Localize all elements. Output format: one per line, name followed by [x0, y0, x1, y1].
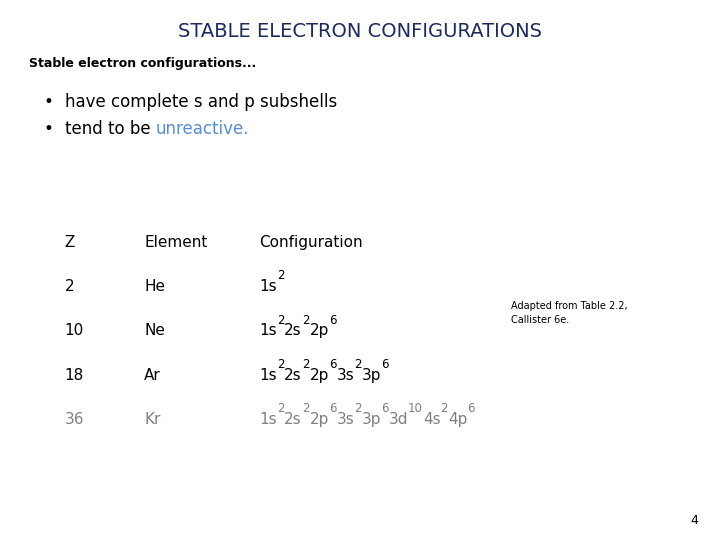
Text: 6: 6 — [467, 402, 475, 415]
Text: 6: 6 — [381, 358, 389, 371]
Text: 4s: 4s — [423, 412, 441, 427]
Text: 10: 10 — [65, 323, 84, 339]
Text: 2: 2 — [276, 314, 284, 327]
Text: 2: 2 — [302, 358, 310, 371]
Text: 36: 36 — [65, 412, 84, 427]
Text: 2: 2 — [441, 402, 448, 415]
Text: 2: 2 — [354, 358, 361, 371]
Text: 1s: 1s — [259, 323, 276, 339]
Text: 2: 2 — [354, 402, 361, 415]
Text: 4p: 4p — [448, 412, 467, 427]
Text: 2: 2 — [276, 358, 284, 371]
Text: 3p: 3p — [361, 368, 381, 383]
Text: Adapted from Table 2.2,
Callister 6e.: Adapted from Table 2.2, Callister 6e. — [511, 301, 628, 325]
Text: have complete s and p subshells: have complete s and p subshells — [65, 93, 337, 111]
Text: 10: 10 — [408, 402, 423, 415]
Text: 3d: 3d — [389, 412, 408, 427]
Text: •: • — [43, 93, 53, 111]
Text: He: He — [144, 279, 165, 294]
Text: 6: 6 — [329, 402, 336, 415]
Text: STABLE ELECTRON CONFIGURATIONS: STABLE ELECTRON CONFIGURATIONS — [178, 22, 542, 40]
Text: Element: Element — [144, 235, 207, 250]
Text: 3s: 3s — [336, 368, 354, 383]
Text: 2s: 2s — [284, 323, 302, 339]
Text: 18: 18 — [65, 368, 84, 383]
Text: 1s: 1s — [259, 368, 276, 383]
Text: Stable electron configurations...: Stable electron configurations... — [29, 57, 256, 70]
Text: Kr: Kr — [144, 412, 161, 427]
Text: 6: 6 — [329, 314, 336, 327]
Text: 2s: 2s — [284, 368, 302, 383]
Text: 2p: 2p — [310, 368, 329, 383]
Text: 2: 2 — [302, 402, 310, 415]
Text: •: • — [43, 120, 53, 138]
Text: Ne: Ne — [144, 323, 165, 339]
Text: Ar: Ar — [144, 368, 161, 383]
Text: 2p: 2p — [310, 412, 329, 427]
Text: tend to be: tend to be — [65, 120, 156, 138]
Text: 3s: 3s — [336, 412, 354, 427]
Text: 2: 2 — [276, 402, 284, 415]
Text: 2: 2 — [302, 314, 310, 327]
Text: 1s: 1s — [259, 412, 276, 427]
Text: Configuration: Configuration — [259, 235, 363, 250]
Text: unreactive.: unreactive. — [156, 120, 249, 138]
Text: 2p: 2p — [310, 323, 329, 339]
Text: 4: 4 — [690, 514, 698, 526]
Text: 6: 6 — [381, 402, 389, 415]
Text: 6: 6 — [329, 358, 336, 371]
Text: 3p: 3p — [361, 412, 381, 427]
Text: 2: 2 — [276, 269, 284, 282]
Text: 2s: 2s — [284, 412, 302, 427]
Text: Z: Z — [65, 235, 75, 250]
Text: 2: 2 — [65, 279, 74, 294]
Text: 1s: 1s — [259, 279, 276, 294]
